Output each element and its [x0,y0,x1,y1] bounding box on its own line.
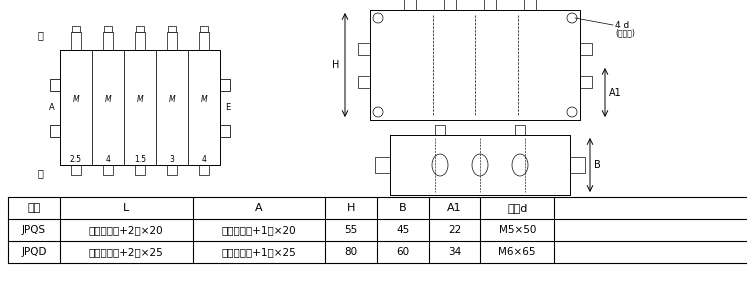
Text: 4: 4 [202,154,206,164]
Bar [71,165,81,175]
Text: 螺钉d: 螺钉d [507,203,527,213]
Text: 80: 80 [344,247,358,257]
Circle shape [373,13,383,23]
Text: 4 d: 4 d [615,21,629,29]
Text: B: B [399,203,406,213]
Bar [135,32,145,50]
Text: 22: 22 [448,225,461,235]
Bar [570,157,585,173]
Text: E: E [225,103,231,112]
Text: （工作块数+2）×20: （工作块数+2）×20 [88,225,164,235]
Text: 3: 3 [170,154,175,164]
Text: 2.5: 2.5 [70,154,82,164]
Text: 型号: 型号 [27,203,40,213]
Bar [72,26,80,32]
Text: JPQD: JPQD [21,247,46,257]
Bar [135,165,145,175]
Text: （工作块数+1）×20: （工作块数+1）×20 [221,225,296,235]
Text: A1: A1 [609,88,622,98]
Bar [375,157,390,173]
Text: H: H [332,60,339,70]
Bar [200,26,208,32]
Ellipse shape [512,154,528,176]
Text: （工作块数+1）×25: （工作块数+1）×25 [221,247,296,257]
Circle shape [567,107,577,117]
Text: M: M [136,95,143,104]
Text: JPQS: JPQS [22,225,46,235]
Bar [444,0,456,10]
Bar [50,124,60,136]
Text: M5×50: M5×50 [499,225,536,235]
Bar [199,32,209,50]
Text: 1.5: 1.5 [134,154,146,164]
Bar [71,32,81,50]
Bar [220,78,230,90]
Bar [515,125,525,135]
Bar [524,0,536,10]
Text: 右: 右 [37,30,43,40]
Text: 4: 4 [106,154,110,164]
Text: M: M [169,95,176,104]
Bar [580,43,592,55]
Bar [136,26,144,32]
Bar [404,0,416,10]
Text: 45: 45 [396,225,410,235]
Text: L: L [123,203,129,213]
Text: H: H [347,203,355,213]
Ellipse shape [472,154,488,176]
Bar [167,32,177,50]
Text: M: M [105,95,111,104]
Text: M6×65: M6×65 [499,247,536,257]
Text: 左: 左 [37,168,43,178]
Bar [199,165,209,175]
Text: （工作块数+2）×25: （工作块数+2）×25 [88,247,164,257]
Bar [358,76,370,88]
Text: (安装孔): (安装孔) [615,29,634,37]
Bar [580,76,592,88]
Text: M: M [201,95,207,104]
Bar [103,165,113,175]
Bar [50,78,60,90]
Text: A: A [255,203,262,213]
Bar [435,125,445,135]
Bar [220,124,230,136]
Text: A: A [50,103,55,112]
Circle shape [567,13,577,23]
Bar [168,26,176,32]
Bar [484,0,496,10]
Ellipse shape [432,154,448,176]
Bar [104,26,112,32]
Text: M: M [73,95,80,104]
Text: B: B [594,160,601,170]
Text: 60: 60 [396,247,410,257]
Bar [103,32,113,50]
Bar [167,165,177,175]
Circle shape [373,107,383,117]
Text: 34: 34 [448,247,461,257]
Text: 55: 55 [344,225,358,235]
Bar [358,43,370,55]
Text: A1: A1 [447,203,462,213]
